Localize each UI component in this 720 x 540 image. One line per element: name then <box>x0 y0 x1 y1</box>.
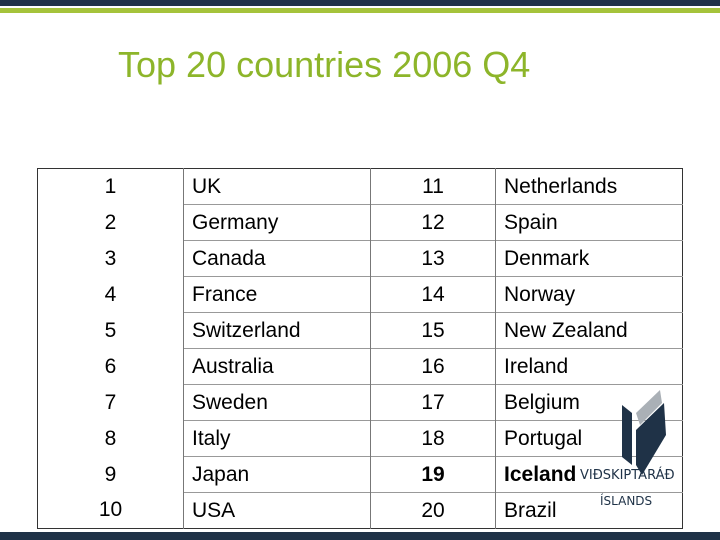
logo-line1: VIÐSKIPTARÁÐ <box>580 467 675 483</box>
country-cell: France <box>183 276 371 313</box>
table-row: 4 France 14 Norway <box>38 276 683 313</box>
rank-cell: 20 <box>370 492 496 529</box>
country-cell: Australia <box>183 348 371 385</box>
logo: VIÐSKIPTARÁÐ ÍSLANDS <box>580 390 675 508</box>
rank-cell: 12 <box>370 204 496 241</box>
rank-cell: 6 <box>104 354 117 378</box>
country-cell: Ireland <box>495 348 683 385</box>
rank-cell: 3 <box>104 246 117 270</box>
country-cell: Norway <box>495 276 683 313</box>
table-row: 3 Canada 13 Denmark <box>38 240 683 277</box>
country-cell: Iceland <box>495 456 683 493</box>
rank-cell: 15 <box>370 312 496 349</box>
logo-line2: ÍSLANDS <box>600 493 652 508</box>
rank-cell: 7 <box>104 390 117 414</box>
country-cell: Germany <box>183 204 371 241</box>
country-cell: Japan <box>183 456 371 493</box>
rank-cell: 10 <box>98 498 123 522</box>
rank-cell: 17 <box>370 384 496 421</box>
rank-cell: 8 <box>104 426 117 450</box>
rank-cell: 13 <box>370 240 496 277</box>
table-row: 2 Germany 12 Spain <box>38 204 683 241</box>
table-row: 10 USA 20 Brazil <box>38 492 683 529</box>
country-cell: Italy <box>183 420 371 457</box>
country-cell: Brazil <box>495 492 683 529</box>
country-cell: Denmark <box>495 240 683 277</box>
rank-cell: 11 <box>370 168 496 205</box>
footer-bar <box>0 532 720 540</box>
country-cell: New Zealand <box>495 312 683 349</box>
rank-cell: 18 <box>370 420 496 457</box>
country-cell: Spain <box>495 204 683 241</box>
table-row: 6 Australia 16 Ireland <box>38 348 683 385</box>
rank-cell: 14 <box>370 276 496 313</box>
header-stripe <box>0 8 720 13</box>
country-cell: UK <box>183 168 371 205</box>
country-cell: Canada <box>183 240 371 277</box>
table-row: 5 Switzerland 15 New Zealand <box>38 312 683 349</box>
table-row: 9 Japan 19 Iceland <box>38 456 683 493</box>
rank-cell: 9 <box>104 462 117 486</box>
slide-title: Top 20 countries 2006 Q4 <box>118 44 531 85</box>
country-cell: USA <box>183 492 371 529</box>
table-row: 1 UK 11 Netherlands <box>38 168 683 205</box>
country-cell: Sweden <box>183 384 371 421</box>
rank-cell: 5 <box>104 318 117 342</box>
rank-cell: 1 <box>104 174 117 198</box>
rank-cell: 16 <box>370 348 496 385</box>
header-bar <box>0 0 720 6</box>
country-cell: Switzerland <box>183 312 371 349</box>
rank-cell: 4 <box>104 282 117 306</box>
rank-cell: 19 <box>370 456 496 493</box>
country-cell: Netherlands <box>495 168 683 205</box>
country-table: 1 UK 11 Netherlands 2 Germany 12 Spain 3 Canada 13… <box>37 168 683 529</box>
rank-cell: 2 <box>104 210 117 234</box>
